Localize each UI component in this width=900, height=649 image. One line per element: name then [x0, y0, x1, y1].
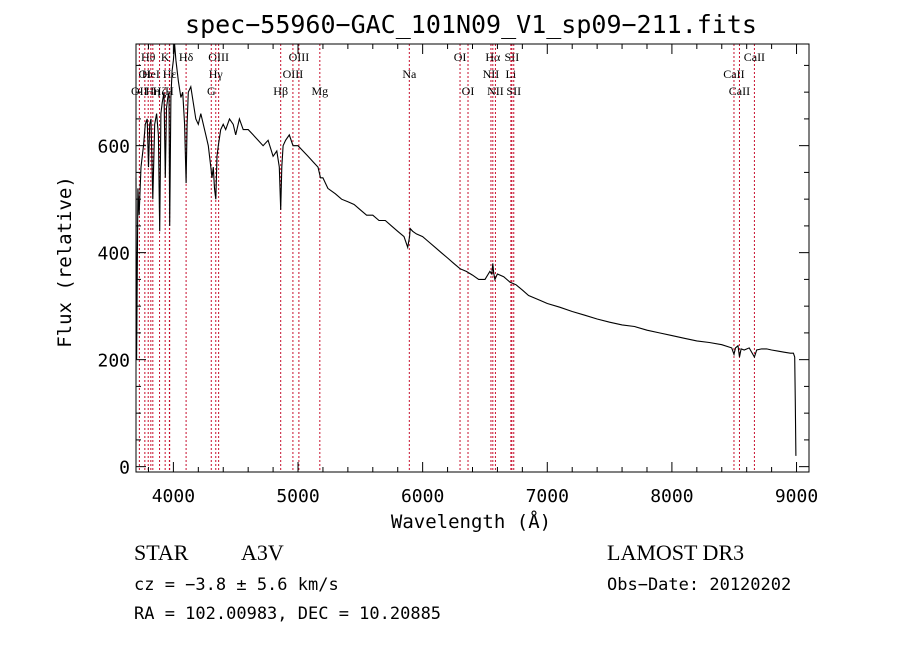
line-label: SII	[506, 84, 521, 98]
line-label: Hβ	[273, 84, 288, 98]
line-label: NII	[487, 84, 504, 98]
line-label: Na	[402, 67, 417, 81]
redshift-cz: cz = −3.8 ± 5.6 km/s	[134, 575, 339, 595]
object-subclass: A3V	[241, 540, 284, 565]
line-label: OII	[131, 84, 148, 98]
x-tick-label: 5000	[276, 486, 319, 507]
line-label: K	[161, 50, 170, 64]
line-label: Hα	[485, 50, 501, 64]
y-tick-label: 0	[119, 458, 130, 479]
line-label: Hη	[145, 84, 160, 98]
survey-name: LAMOST DR3	[607, 540, 744, 565]
line-label: OI	[462, 84, 475, 98]
spectrum-line	[135, 43, 797, 456]
line-label: CaII	[729, 84, 750, 98]
y-tick-label: 600	[97, 137, 130, 158]
y-tick-label: 200	[97, 351, 130, 372]
object-class: STAR	[134, 540, 189, 565]
plot-frame	[135, 43, 810, 473]
x-tick-label: 4000	[152, 486, 195, 507]
line-label: OIII	[208, 50, 229, 64]
obs-date: Obs−Date: 20120202	[607, 575, 791, 595]
line-label: OIII	[283, 67, 304, 81]
x-tick-label: 9000	[775, 486, 818, 507]
line-label: OI	[139, 67, 152, 81]
line-label: CaII	[723, 67, 744, 81]
y-axis-label: Flux (relative)	[54, 176, 76, 348]
x-tick-label: 7000	[526, 486, 569, 507]
line-label: CaII	[744, 50, 765, 64]
line-label: NII	[483, 67, 500, 81]
line-label: Hζ	[153, 84, 167, 98]
line-label: SII	[505, 50, 520, 64]
x-tick-label: 8000	[650, 486, 693, 507]
chart-title: spec−55960−GAC_101N09_V1_sp09−211.fits	[185, 10, 757, 39]
x-axis: 4000 5000 6000 7000 8000 9000	[147, 44, 818, 507]
line-label: Hγ	[209, 67, 224, 81]
line-label: HeI	[142, 67, 160, 81]
y-tick-label: 400	[97, 244, 130, 265]
line-label: Li	[506, 67, 517, 81]
line-label: OIII	[289, 50, 310, 64]
line-label: Mg	[311, 84, 328, 98]
line-label: Hθ	[141, 50, 156, 64]
x-axis-label: Wavelength (Å)	[391, 510, 551, 533]
line-label: OI	[454, 50, 467, 64]
coordinates: RA = 102.00983, DEC = 10.20885	[134, 604, 441, 624]
line-label: Hδ	[179, 50, 194, 64]
line-label: H	[165, 84, 174, 98]
line-label: G	[207, 84, 216, 98]
x-tick-label: 6000	[401, 486, 444, 507]
